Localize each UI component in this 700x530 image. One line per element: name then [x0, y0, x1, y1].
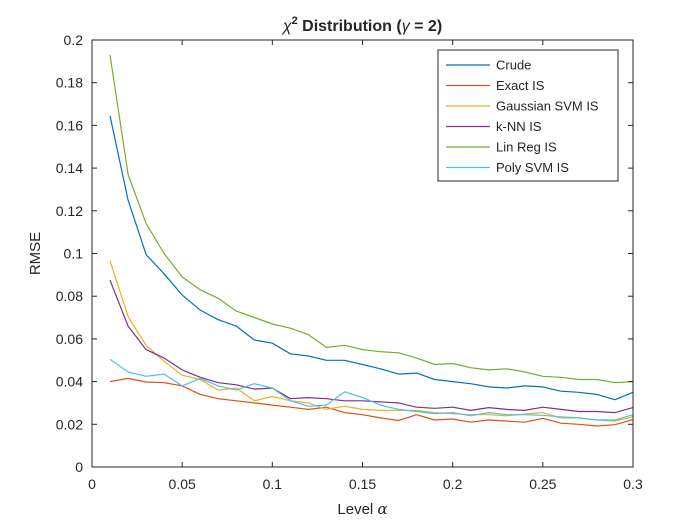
legend: Crude Exact IS Gaussian SVM IS k-NN IS Lin R…	[437, 49, 619, 182]
title-text-end: = 2)	[410, 18, 442, 35]
y-tick-label: 0.02	[56, 416, 83, 432]
series-line-poly-svm-is	[109, 358, 634, 421]
y-tick-label: 0.06	[56, 331, 83, 347]
title-gamma-symbol: γ	[402, 18, 411, 35]
series-line-gaussian-svm-is	[109, 260, 634, 422]
series-lines	[109, 54, 634, 427]
y-tick-label: 0.16	[56, 117, 83, 133]
y-tick-label: 0.14	[56, 160, 83, 176]
legend-label-k-nn-is: k-NN IS	[496, 119, 542, 134]
title-chi-symbol: χ	[281, 18, 292, 35]
chart-title: χ2 Distribution (γ = 2)	[281, 15, 442, 35]
x-tick-label: 0.05	[169, 476, 196, 492]
legend-box	[437, 49, 619, 182]
x-tick-label: 0.25	[529, 476, 556, 492]
y-tick-label: 0.12	[56, 203, 83, 219]
x-axis-label-text: Level	[337, 501, 377, 518]
y-tick-label: 0.2	[64, 32, 84, 48]
legend-label-crude: Crude	[496, 58, 531, 73]
series-line-lin-reg-is	[109, 54, 634, 384]
x-tick-label: 0.2	[443, 476, 463, 492]
x-tick-label: 0.3	[623, 476, 643, 492]
y-tick-label: 0.1	[64, 246, 84, 262]
y-tick-label: 0.18	[56, 75, 83, 91]
y-axis-label: RMSE	[27, 232, 44, 275]
x-tick-label: 0	[88, 476, 96, 492]
title-superscript: 2	[292, 15, 298, 27]
legend-label-exact-is: Exact IS	[496, 78, 545, 93]
y-tick-label: 0.08	[56, 288, 83, 304]
legend-label-lin-reg-is: Lin Reg IS	[496, 140, 557, 155]
legend-label-gaussian-svm-is: Gaussian SVM IS	[496, 99, 599, 114]
series-line-crude	[109, 115, 634, 401]
legend-label-poly-svm-is: Poly SVM IS	[496, 160, 569, 175]
y-tick-label: 0.04	[56, 374, 83, 390]
series-line-exact-is	[109, 377, 634, 427]
x-axis-label: Level α	[337, 500, 387, 518]
x-tick-label: 0.15	[349, 476, 376, 492]
title-text: Distribution (	[298, 18, 403, 35]
x-tick-label: 0.1	[263, 476, 283, 492]
y-tick-label: 0	[75, 459, 83, 475]
x-axis-label-symbol: α	[377, 500, 387, 518]
axis-ticks: 0 0.05 0.1 0.15 0.2 0.25 0.3 0 0.02 0.04 0.06 0.08 0…	[56, 32, 643, 492]
